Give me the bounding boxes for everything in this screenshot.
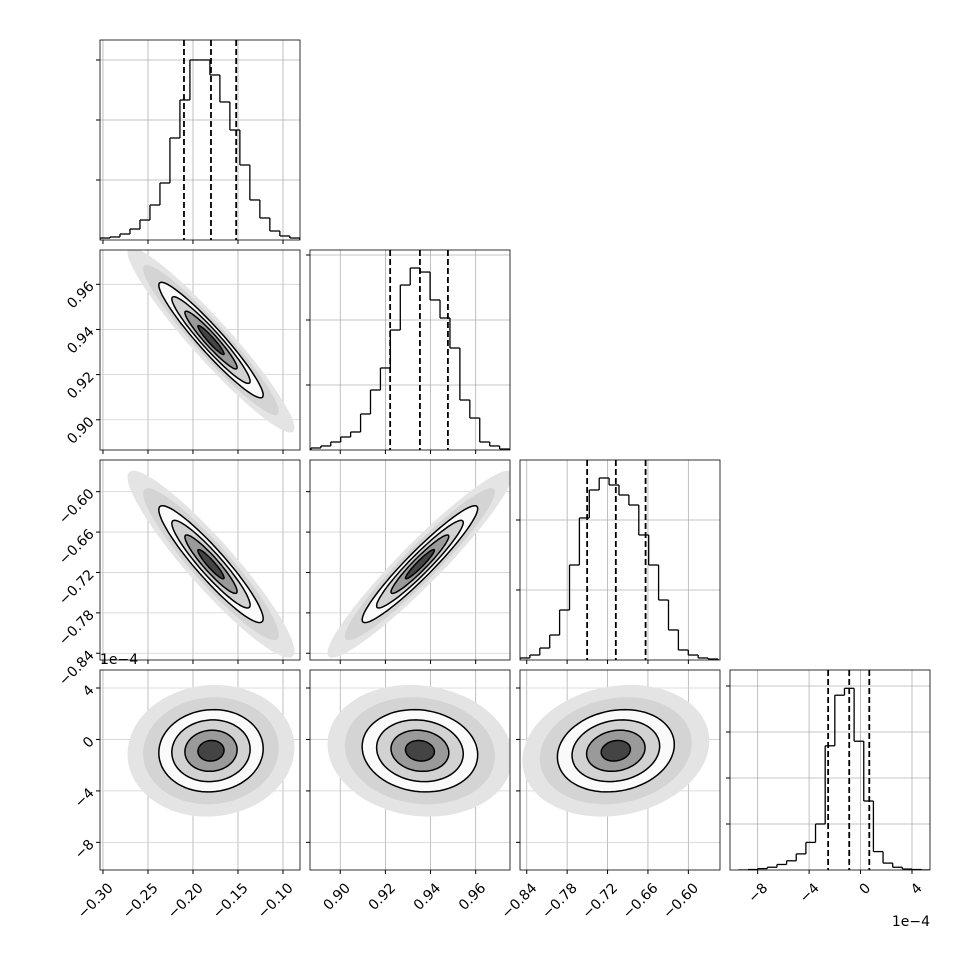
density-panel: 0.90 0.92 0.94 0.96	[306, 669, 511, 914]
panel-frame	[519, 459, 721, 661]
contour	[158, 708, 264, 793]
density	[327, 470, 510, 658]
contour	[197, 324, 225, 356]
y-tick-label: −4	[72, 785, 98, 811]
contour-fill	[601, 740, 631, 762]
x-tick-label: −0.78	[539, 880, 581, 922]
histogram-panel	[306, 249, 511, 454]
contour-fill	[197, 549, 224, 579]
x-tick-label: −0.10	[255, 880, 297, 922]
y-offset-label: 1e−4	[100, 652, 138, 668]
y-tick-label: 0.90	[64, 414, 97, 447]
x-tick-label: −0.20	[165, 880, 207, 922]
y-tick-label: 0.94	[64, 324, 97, 357]
contour	[171, 719, 251, 783]
y-tick-label: −0.60	[56, 486, 98, 528]
panel-frame	[729, 669, 931, 871]
density	[127, 250, 295, 433]
contour	[158, 504, 264, 624]
density	[127, 685, 295, 817]
contour-fill	[197, 740, 224, 762]
x-tick-label: −0.25	[120, 880, 162, 922]
x-tick-label: −0.72	[580, 880, 622, 922]
contour	[375, 719, 465, 783]
y-tick-label: −0.78	[56, 607, 98, 649]
panel-frame	[99, 459, 301, 661]
x-tick-label: −0.30	[75, 880, 117, 922]
density	[522, 684, 710, 817]
density-panel: −0.30 −0.25 −0.20 −0.15 −0.10 −8 −4 0 4	[72, 669, 301, 922]
contour	[585, 729, 646, 773]
contour	[361, 505, 479, 624]
panel-frame	[309, 459, 511, 661]
y-tick-label: −8	[72, 837, 98, 863]
contour	[361, 708, 479, 793]
y-tick-label: 0	[80, 734, 98, 752]
x-tick-label: 0.94	[411, 880, 444, 913]
panel-frame	[99, 249, 301, 451]
x-tick-label: 4	[908, 880, 926, 898]
contour	[571, 719, 661, 783]
histogram-panel: −8 −4 0 4	[726, 669, 931, 906]
y-tick-label: −0.72	[56, 567, 98, 609]
contour	[184, 310, 238, 370]
x-tick-label: −8	[745, 880, 771, 906]
contour	[600, 739, 632, 762]
contour	[390, 534, 450, 595]
panel-frame	[519, 669, 721, 871]
contour	[556, 708, 676, 793]
contour	[171, 519, 251, 609]
histogram	[738, 687, 930, 870]
y-tick-label: −0.66	[56, 526, 98, 568]
density-panel: 0.90 0.92 0.94 0.96	[64, 249, 301, 454]
panel-frame	[99, 669, 301, 871]
contour	[171, 295, 251, 385]
x-tick-label: −0.15	[210, 880, 252, 922]
contour-fill	[405, 740, 435, 762]
contour	[197, 739, 225, 762]
density-panel: −0.84−0.78−0.72−0.66−0.60	[56, 459, 301, 690]
x-tick-label: −0.60	[660, 880, 702, 922]
y-tick-label: −0.84	[56, 648, 98, 690]
panel-frame	[99, 39, 301, 241]
y-tick-label: 0.96	[64, 279, 97, 312]
contour	[375, 519, 465, 609]
contour	[158, 281, 264, 399]
x-offset-label: 1e−4	[892, 914, 930, 930]
panel-frame	[309, 249, 511, 451]
density-panel	[306, 459, 511, 664]
panel-frame	[309, 669, 511, 871]
x-tick-label: 0	[857, 880, 875, 898]
histogram-panel	[96, 39, 301, 244]
x-tick-label: 0.96	[456, 880, 489, 913]
histogram	[520, 477, 719, 660]
x-tick-label: −0.66	[620, 880, 662, 922]
x-tick-label: 0.90	[321, 880, 354, 913]
contour	[197, 548, 225, 580]
y-tick-label: 0.92	[64, 369, 97, 402]
x-tick-label: 0.92	[366, 880, 399, 913]
x-tick-label: −4	[797, 880, 823, 906]
contour	[184, 729, 238, 773]
contour-fill	[197, 325, 224, 355]
contour-fill	[405, 549, 435, 579]
histogram	[100, 59, 300, 240]
density	[127, 470, 295, 658]
contour	[390, 729, 450, 773]
histogram-panel	[516, 459, 721, 664]
density-panel: −0.84−0.78−0.72−0.66−0.60	[499, 669, 721, 922]
x-tick-label: −0.84	[499, 880, 541, 922]
contour	[404, 548, 436, 580]
histogram	[310, 267, 510, 450]
density	[327, 684, 510, 817]
y-tick-label: 4	[80, 682, 98, 700]
contour	[184, 534, 238, 595]
contour	[404, 739, 436, 762]
